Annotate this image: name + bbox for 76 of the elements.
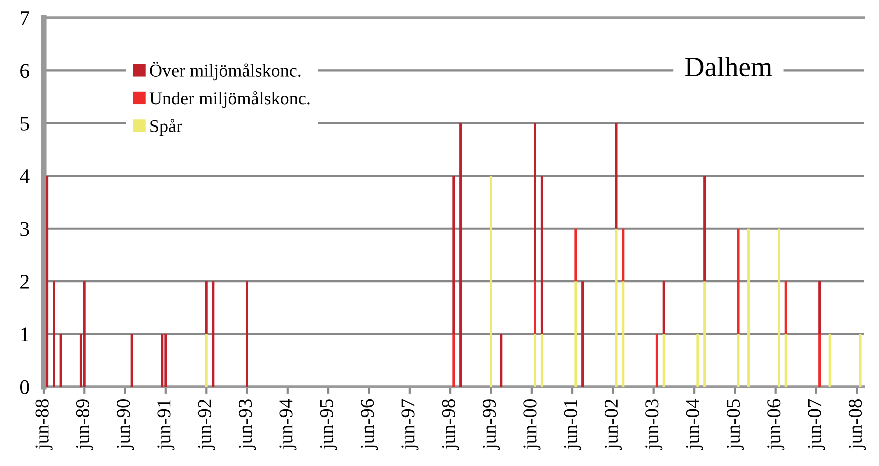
bar xyxy=(662,334,666,387)
bar xyxy=(540,176,544,334)
bar xyxy=(704,176,706,282)
x-tick-label: jun-94 xyxy=(280,399,297,450)
x-tick-label: jun-98 xyxy=(442,400,460,450)
x-tick-label: jun-96 xyxy=(361,399,378,450)
y-tick-label: 0 xyxy=(20,380,30,394)
x-tick-label: jun-05 xyxy=(726,400,744,450)
x-tick-label: jun-03 xyxy=(646,400,663,450)
y-tick-label: 2 xyxy=(20,275,29,289)
x-tick-label: jun-89 xyxy=(76,400,94,450)
bar xyxy=(662,282,666,334)
bar xyxy=(53,282,56,387)
x-tick-label: jun-95 xyxy=(320,400,338,450)
bar xyxy=(656,334,658,387)
bar xyxy=(452,334,456,387)
legend-label: Under miljömålskonc. xyxy=(150,91,310,108)
x-tick-label: jun-97 xyxy=(402,399,419,450)
x-tick-label: jun-06 xyxy=(768,399,785,450)
bar xyxy=(534,123,536,282)
bar xyxy=(534,334,536,387)
bar xyxy=(615,123,618,229)
x-tick-label: jun-02 xyxy=(604,400,622,450)
bar xyxy=(205,334,208,387)
bar xyxy=(490,176,492,387)
legend-label: Spår xyxy=(150,119,182,136)
y-tick-label: 1 xyxy=(22,328,29,342)
bar xyxy=(737,228,740,334)
bar xyxy=(246,282,248,387)
x-tick-label: jun-88 xyxy=(36,400,53,450)
bar xyxy=(574,228,578,282)
bar xyxy=(784,334,788,387)
bar xyxy=(615,228,618,387)
y-tick-label: 3 xyxy=(20,222,30,236)
bar xyxy=(130,334,134,387)
bar xyxy=(737,334,740,387)
bar xyxy=(818,334,822,387)
x-tick-label: jun-90 xyxy=(117,400,134,450)
x-tick-label: jun-07 xyxy=(808,399,826,450)
x-tick-label: jun-01 xyxy=(564,400,582,450)
bar xyxy=(83,282,86,387)
x-tick-label: jun-04 xyxy=(686,399,704,450)
bar xyxy=(748,228,750,387)
x-tick-label: jun-00 xyxy=(524,400,541,450)
x-tick-label: jun-91 xyxy=(158,400,175,450)
bar xyxy=(452,176,456,334)
x-tick-label: jun-99 xyxy=(482,400,500,450)
y-tick-label: 6 xyxy=(20,64,30,78)
x-tick-label: jun-08 xyxy=(848,400,866,450)
bar xyxy=(540,334,544,387)
bar xyxy=(582,282,584,387)
y-tick-label: 7 xyxy=(21,12,30,26)
bar xyxy=(622,282,625,387)
bar xyxy=(622,228,625,282)
x-tick-label: jun-93 xyxy=(239,400,256,450)
text: Dalhem xyxy=(686,57,772,77)
bar xyxy=(859,334,862,387)
bar xyxy=(818,282,822,334)
y-tick-label: 4 xyxy=(20,170,30,184)
bar xyxy=(460,123,462,387)
bar xyxy=(534,282,536,334)
y-tick-label: 5 xyxy=(20,117,30,131)
legend-label: Över miljömålskonc. xyxy=(150,62,301,81)
bar xyxy=(205,282,208,334)
bar xyxy=(778,228,780,387)
bar xyxy=(704,282,706,387)
bar xyxy=(212,282,215,387)
x-tick-label: jun-92 xyxy=(198,400,216,450)
bar xyxy=(574,282,578,387)
bar xyxy=(500,334,503,387)
bar xyxy=(164,334,168,387)
bar xyxy=(60,334,62,387)
bar xyxy=(828,334,832,387)
bar xyxy=(161,334,164,387)
bar xyxy=(696,334,700,387)
bar xyxy=(784,282,788,334)
